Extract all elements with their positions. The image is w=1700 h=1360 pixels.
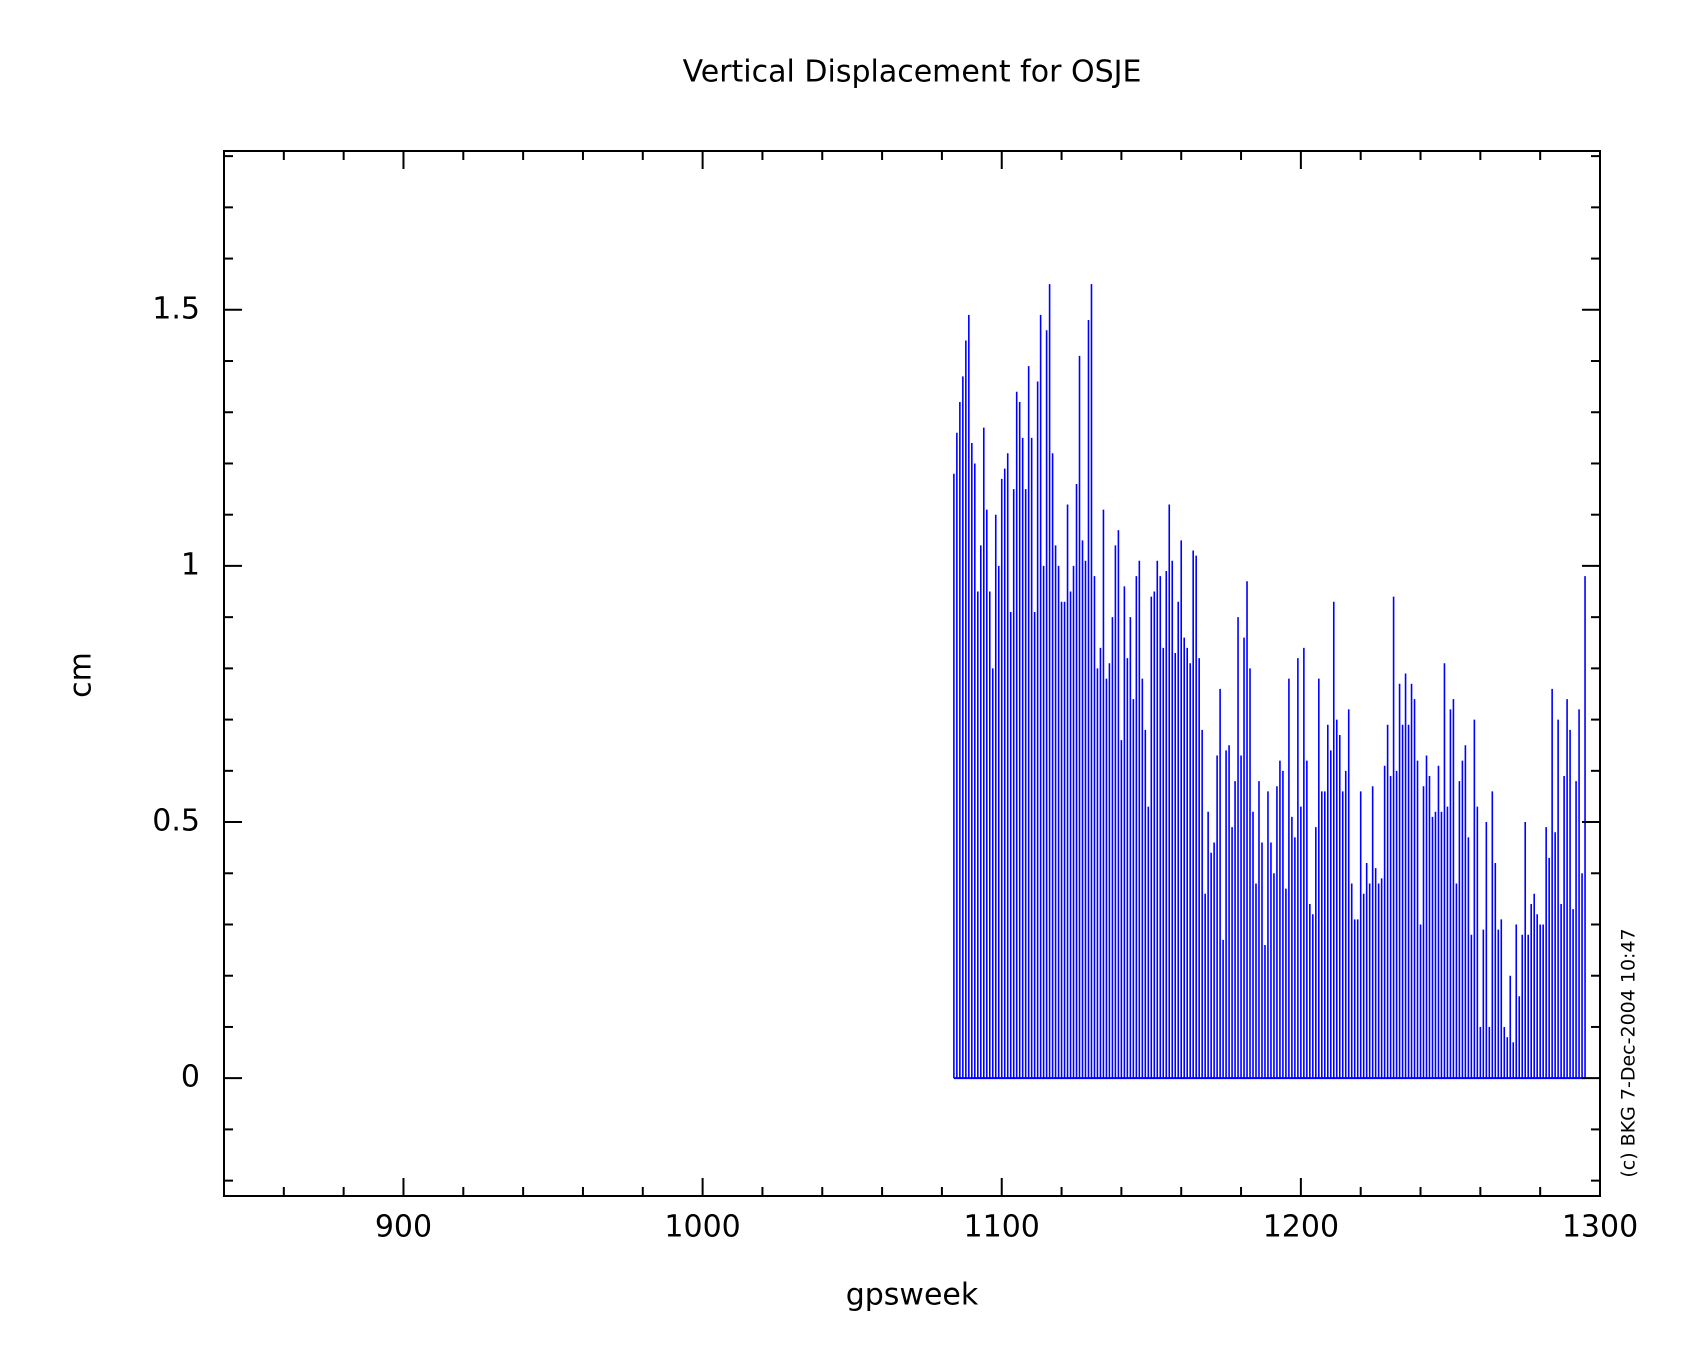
y-tick-label: 0.5	[152, 804, 200, 839]
plot-frame	[223, 150, 1601, 1197]
y-axis-label: cm	[64, 652, 99, 698]
x-axis-label: gpsweek	[846, 1278, 979, 1313]
y-tick-label: 1.5	[152, 291, 200, 326]
y-tick-label: 1	[181, 547, 200, 582]
credit: (c) BKG 7-Dec-2004 10:47	[1618, 928, 1640, 1177]
x-tick-label: 1300	[1562, 1210, 1638, 1245]
y-tick-label: 0	[181, 1060, 200, 1095]
x-tick-label: 1000	[664, 1210, 740, 1245]
x-tick-label: 1100	[964, 1210, 1040, 1245]
x-tick-label: 1200	[1263, 1210, 1339, 1245]
x-tick-label: 900	[375, 1210, 432, 1245]
chart-title: Vertical Displacement for OSJE	[683, 55, 1142, 90]
